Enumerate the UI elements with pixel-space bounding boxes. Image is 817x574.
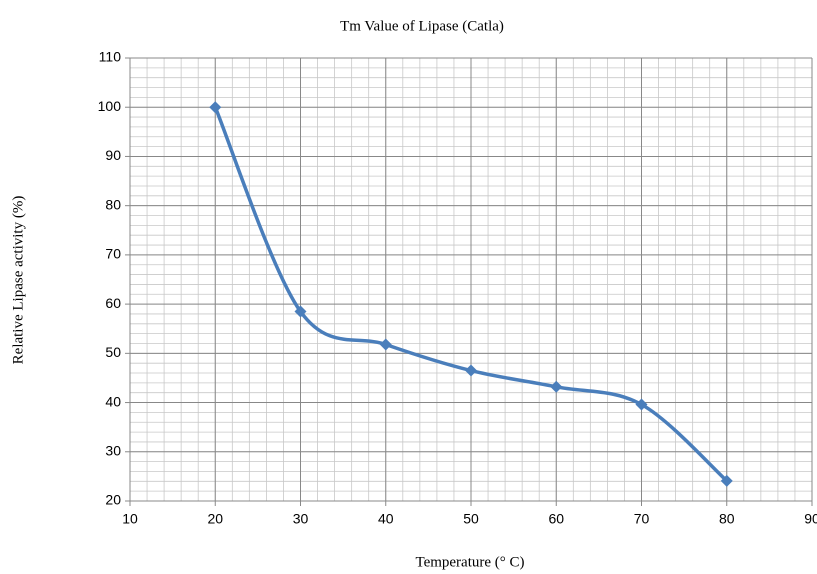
y-tick-label: 20	[105, 492, 121, 508]
x-tick-label: 90	[804, 511, 817, 527]
x-tick-label: 50	[463, 511, 479, 527]
x-tick-label: 30	[293, 511, 309, 527]
y-tick-label: 80	[105, 196, 121, 212]
marker	[550, 380, 563, 393]
x-axis-label: Temperature (° C)	[415, 554, 524, 570]
marker	[720, 474, 733, 487]
y-tick-label: 30	[105, 442, 121, 458]
y-tick-label: 60	[105, 295, 121, 311]
y-tick-label: 70	[105, 246, 121, 262]
x-tick-label: 20	[207, 511, 223, 527]
y-tick-label: 90	[105, 147, 121, 163]
marker	[294, 305, 307, 318]
marker	[379, 338, 392, 351]
x-tick-label: 10	[122, 511, 138, 527]
y-tick-label: 100	[98, 98, 122, 114]
y-tick-label: 110	[99, 49, 122, 65]
y-axis-label: Relative Lipase activity (%)	[10, 196, 26, 365]
chart-title: Tm Value of Lipase (Catla)	[340, 18, 504, 34]
marker	[635, 398, 648, 411]
x-tick-label: 60	[548, 511, 564, 527]
x-tick-label: 70	[634, 511, 650, 527]
x-tick-label: 80	[719, 511, 735, 527]
x-tick-label: 40	[378, 511, 394, 527]
y-tick-label: 50	[105, 344, 121, 360]
marker	[465, 364, 477, 377]
marker	[209, 101, 222, 114]
y-tick-label: 40	[105, 393, 121, 409]
